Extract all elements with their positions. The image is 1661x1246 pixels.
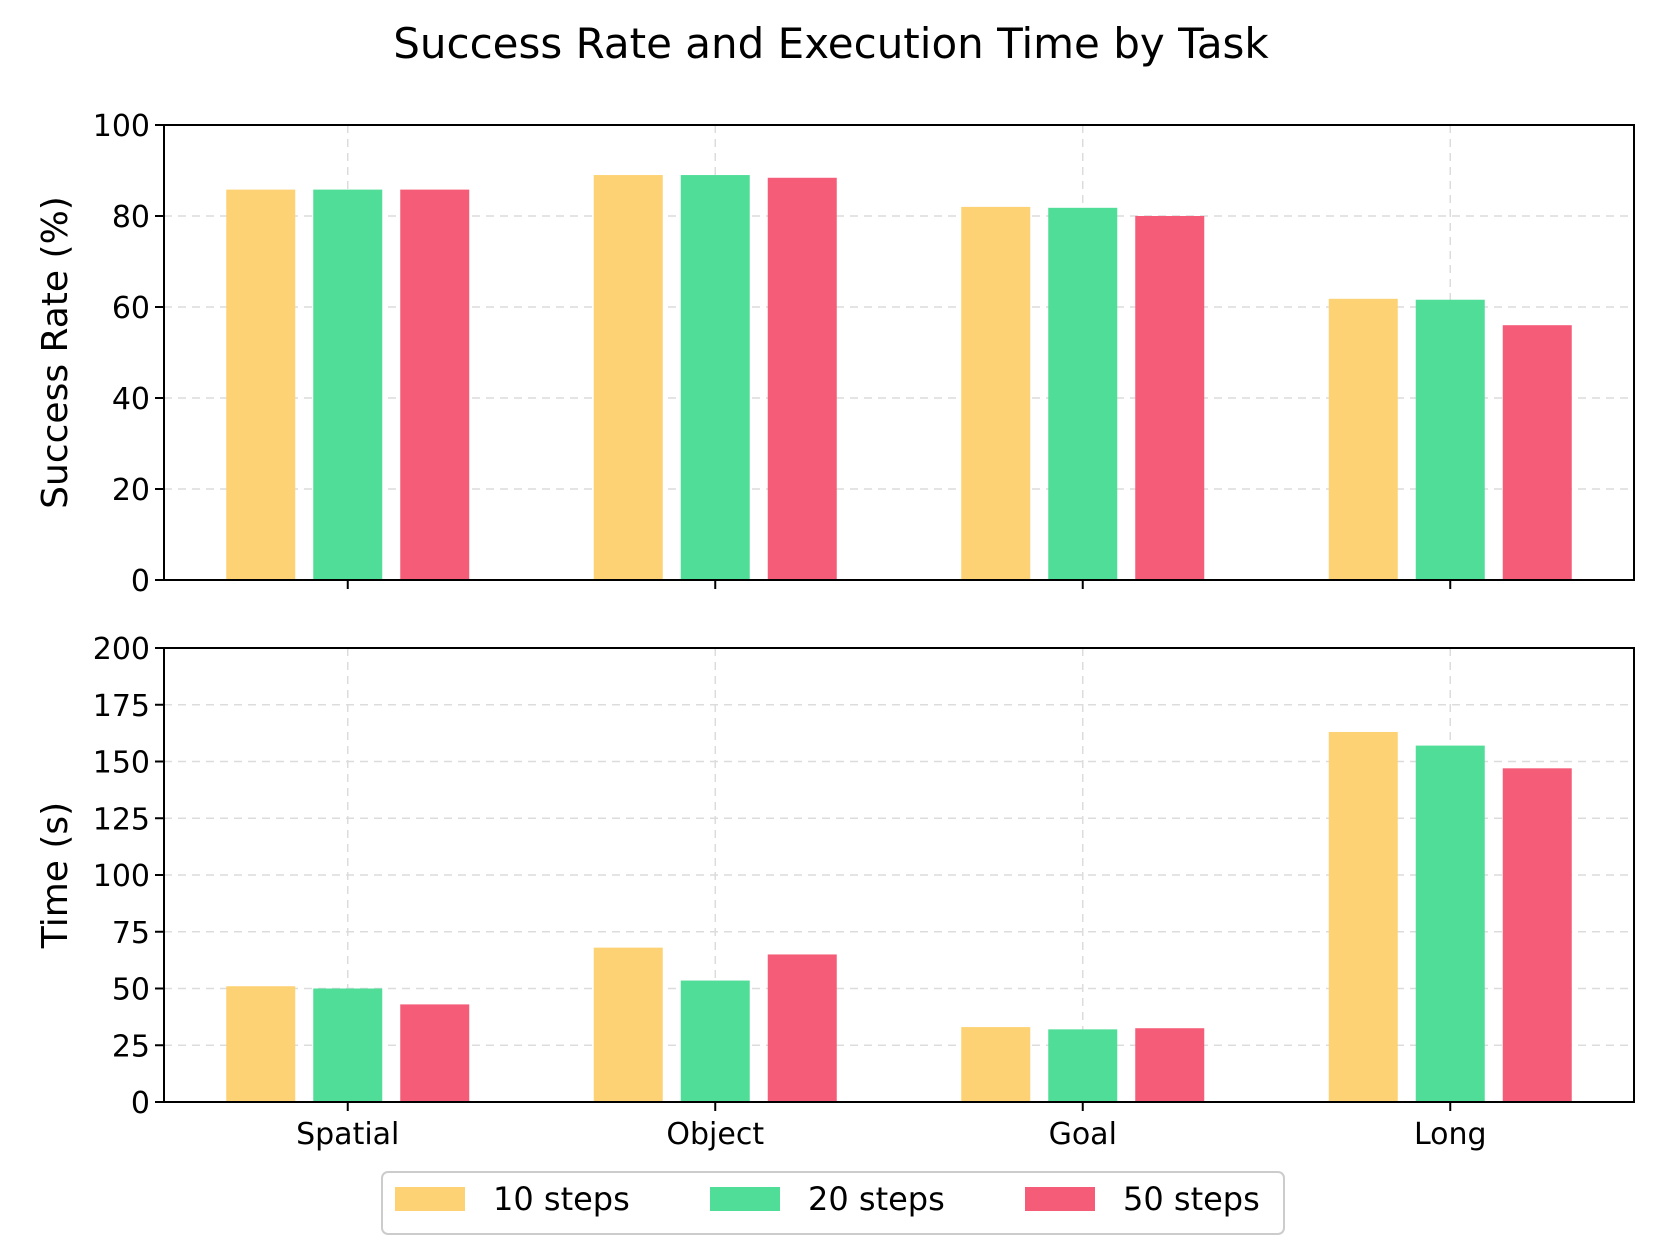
y-tick-label: 125: [93, 802, 150, 837]
legend-label-50-steps: 50 steps: [1123, 1180, 1260, 1218]
legend-label-20-steps: 20 steps: [808, 1180, 945, 1218]
legend: 10 steps 20 steps 50 steps: [381, 1171, 1285, 1235]
y-tick-label: 60: [112, 291, 150, 326]
x-tick-label-goal: Goal: [1049, 1117, 1117, 1152]
bar-time-10-steps-object: [593, 947, 663, 1102]
y-tick-label: 25: [112, 1029, 150, 1064]
chart-title: Success Rate and Execution Time by Task: [393, 19, 1269, 68]
bar-time-20-steps-spatial: [313, 988, 383, 1102]
plot-frame: [163, 124, 1635, 581]
bar-success-20-steps-object: [680, 175, 750, 581]
bar-success-20-steps-goal: [1048, 207, 1118, 580]
x-tick-label-long: Long: [1414, 1117, 1487, 1152]
bar-success-10-steps-object: [593, 175, 663, 581]
y-tick-label: 75: [112, 916, 150, 951]
y-tick-label: 100: [93, 859, 150, 894]
legend-swatch-50-steps: [1025, 1187, 1095, 1211]
y-axis-label: Time (s): [35, 802, 76, 949]
execution-time-subplot: 0 25 50 75 100 125 150 175 200 Spatial Object Goal L…: [35, 632, 1635, 1152]
bar-success-50-steps-long: [1502, 325, 1572, 580]
x-tick-label-object: Object: [666, 1117, 764, 1152]
y-tick-label: 175: [93, 689, 150, 724]
y-tick-label: 150: [93, 746, 150, 781]
y-tick-label: 40: [112, 382, 150, 417]
bar-success-10-steps-long: [1328, 298, 1398, 580]
y-tick-label: 0: [131, 1086, 150, 1121]
y-tick-label: 200: [93, 632, 150, 667]
bar-time-20-steps-long: [1415, 745, 1485, 1102]
bar-time-20-steps-goal: [1048, 1029, 1118, 1102]
bar-success-20-steps-spatial: [313, 189, 383, 581]
legend-label-10-steps: 10 steps: [493, 1180, 630, 1218]
y-tick-label: 100: [93, 109, 150, 144]
bar-success-50-steps-spatial: [400, 189, 470, 581]
y-tick-label: 50: [112, 973, 150, 1008]
bar-time-10-steps-long: [1328, 731, 1398, 1102]
success-rate-subplot: 0 20 40 60 80 100 Success Rate (%): [35, 109, 1635, 599]
x-tick-label-spatial: Spatial: [296, 1117, 399, 1152]
bar-success-50-steps-object: [767, 177, 837, 580]
bar-time-20-steps-object: [680, 980, 750, 1102]
bar-success-50-steps-goal: [1135, 216, 1205, 580]
bar-success-20-steps-long: [1415, 299, 1485, 580]
bar-time-10-steps-spatial: [226, 986, 296, 1102]
bar-time-50-steps-goal: [1135, 1028, 1205, 1102]
legend-swatch-10-steps: [395, 1187, 465, 1211]
bar-success-10-steps-spatial: [226, 189, 296, 581]
legend-swatch-20-steps: [710, 1187, 780, 1211]
bar-time-50-steps-object: [767, 954, 837, 1102]
y-tick-label: 0: [131, 564, 150, 599]
bar-time-50-steps-spatial: [400, 1004, 470, 1102]
y-tick-label: 80: [112, 200, 150, 235]
bar-time-50-steps-long: [1502, 768, 1572, 1102]
bar-success-10-steps-goal: [961, 206, 1031, 580]
y-axis-label: Success Rate (%): [35, 196, 76, 509]
y-tick-label: 20: [112, 473, 150, 508]
bar-time-10-steps-goal: [961, 1027, 1031, 1102]
